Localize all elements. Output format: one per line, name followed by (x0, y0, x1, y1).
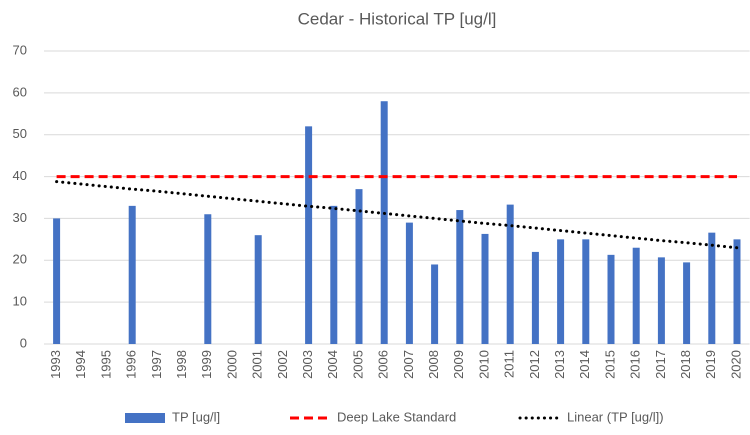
legend-label: Deep Lake Standard (337, 409, 456, 424)
x-tick-label: 2009 (451, 350, 466, 379)
bar (431, 264, 439, 344)
bar (557, 239, 565, 344)
y-tick-label: 50 (13, 126, 27, 141)
x-tick-label: 2020 (728, 350, 743, 379)
bar (607, 254, 615, 344)
x-tick-label: 2012 (527, 350, 542, 379)
bar (355, 189, 363, 344)
y-tick-label: 20 (13, 252, 27, 267)
y-tick-label: 10 (13, 294, 27, 309)
x-tick-label: 1995 (98, 350, 113, 379)
y-tick-label: 70 (13, 42, 27, 57)
bar (582, 239, 590, 344)
x-tick-label: 2004 (325, 350, 340, 379)
x-tick-label: 1996 (124, 350, 139, 379)
legend-label: TP [ug/l] (172, 409, 220, 424)
x-tick-label: 2000 (224, 350, 239, 379)
bar (380, 101, 388, 344)
x-tick-label: 2011 (502, 350, 517, 378)
x-tick-label: 2005 (350, 350, 365, 379)
legend-label: Linear (TP [ug/l]) (567, 409, 664, 424)
x-tick-label: 2013 (552, 350, 567, 379)
x-tick-label: 2002 (275, 350, 290, 379)
line-series (55, 180, 739, 250)
x-tick-label: 2018 (678, 350, 693, 379)
x-tick-label: 2010 (476, 350, 491, 379)
x-tick-label: 2015 (602, 350, 617, 379)
bar (128, 205, 136, 344)
x-tick-label: 2017 (653, 350, 668, 379)
x-tick-label: 1993 (48, 350, 63, 379)
x-tick-label: 2016 (628, 350, 643, 379)
bar (481, 233, 489, 344)
y-tick-label: 30 (13, 210, 27, 225)
y-tick-label: 40 (13, 168, 27, 183)
bar (254, 235, 262, 344)
y-tick-label: 60 (13, 84, 27, 99)
bar (657, 257, 665, 344)
bar (456, 210, 464, 344)
x-tick-label: 2019 (703, 350, 718, 379)
bar (204, 214, 212, 344)
bar (733, 239, 741, 344)
x-tick-label: 1998 (174, 350, 189, 379)
y-tick-label: 0 (20, 335, 27, 350)
x-tick-label: 2014 (577, 350, 592, 379)
chart-title: Cedar - Historical TP [ug/l] (298, 9, 497, 28)
bar (708, 232, 716, 344)
x-tick-label: 1994 (73, 350, 88, 379)
bar (683, 262, 691, 344)
bar (53, 218, 61, 344)
bar (506, 204, 514, 344)
x-tick-label: 2001 (250, 350, 265, 379)
x-tick-label: 2007 (401, 350, 416, 379)
bar (531, 251, 539, 344)
bar (305, 126, 313, 344)
bar (330, 205, 338, 344)
x-tick-label: 1999 (199, 350, 214, 379)
x-tick-label: 2003 (300, 350, 315, 379)
x-tick-label: 1997 (149, 350, 164, 379)
x-tick-label: 2006 (376, 350, 391, 379)
x-tick-label: 2008 (426, 350, 441, 379)
bar (405, 222, 413, 344)
bar (632, 247, 640, 344)
legend-swatch (125, 413, 165, 423)
